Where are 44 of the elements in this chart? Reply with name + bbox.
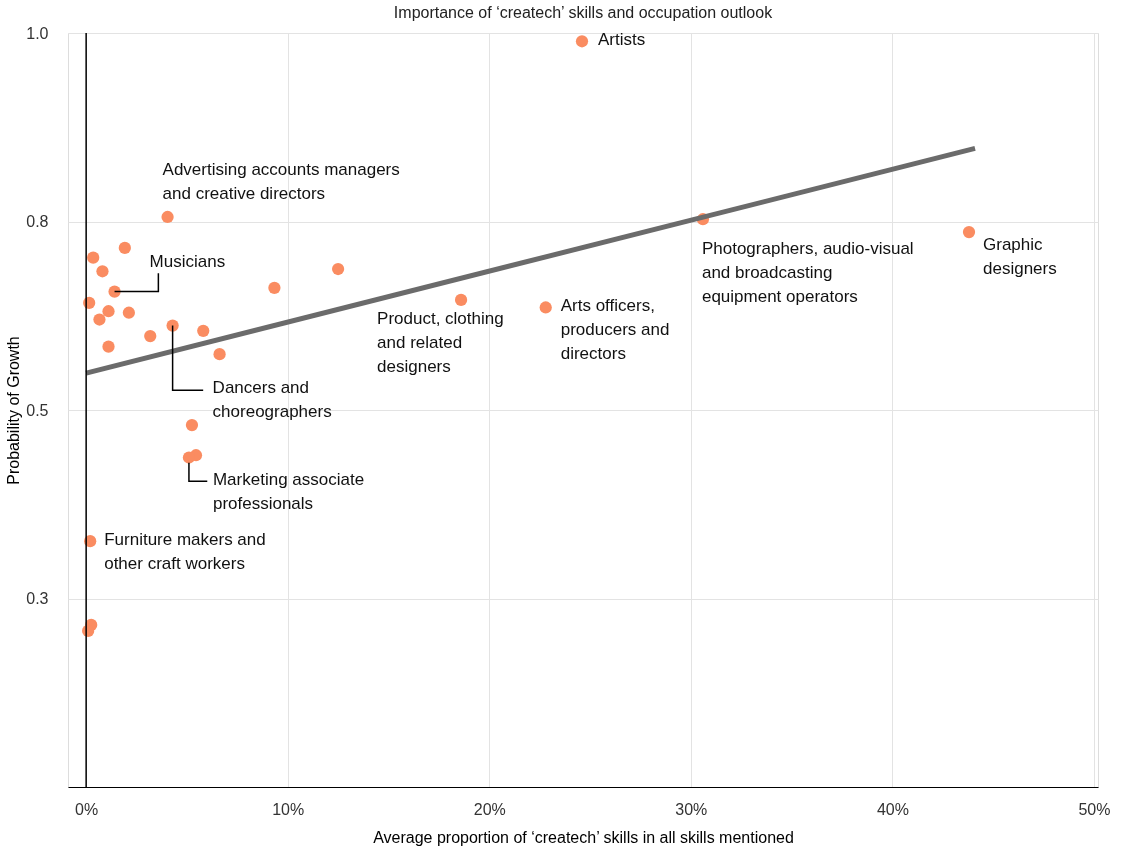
point xyxy=(185,418,199,432)
point xyxy=(144,330,157,343)
annotation: Musicians xyxy=(149,251,226,271)
point xyxy=(96,265,109,278)
point xyxy=(197,324,210,337)
annotation: Artists xyxy=(597,30,646,50)
point xyxy=(539,301,552,314)
point xyxy=(93,313,106,326)
x-tick-label: 20% xyxy=(473,800,506,818)
y-axis-title: Probability of Growth xyxy=(5,336,23,485)
point xyxy=(166,319,179,332)
annotation: Product, clothing and related designers xyxy=(377,308,504,376)
y-tick-label: 0.8 xyxy=(26,213,49,230)
annotation: Graphic designers xyxy=(983,235,1057,279)
point xyxy=(268,281,281,294)
y-tick-label: 1.0 xyxy=(26,24,49,42)
annotation: Advertising accounts managers and creative directors xyxy=(162,159,400,203)
annotation: Arts officers, producers and directors xyxy=(560,296,670,364)
point xyxy=(102,340,115,353)
point xyxy=(182,451,196,464)
point xyxy=(575,35,589,48)
annotation: Marketing associate professionals xyxy=(212,469,365,513)
point xyxy=(118,241,131,254)
point xyxy=(331,262,345,276)
point xyxy=(161,210,174,224)
x-tick-label: 30% xyxy=(675,800,708,818)
point xyxy=(108,285,121,298)
point xyxy=(213,348,226,361)
annotation: Dancers and choreographers xyxy=(212,377,332,421)
y-tick-label: 0.5 xyxy=(26,401,49,419)
point xyxy=(102,305,115,318)
point xyxy=(87,251,100,264)
point xyxy=(962,225,976,239)
y-tick-label: 0.3 xyxy=(26,590,49,607)
point xyxy=(454,293,468,307)
point xyxy=(122,306,135,319)
x-tick-label: 50% xyxy=(1078,800,1111,818)
x-tick-label: 40% xyxy=(876,800,909,818)
x-tick-label: 0% xyxy=(75,800,99,818)
annotation: Furniture makers and other craft workers xyxy=(104,530,266,574)
annotation: Photographers, audio-visual and broadcasting equipment operators xyxy=(701,239,914,307)
x-tick-label: 10% xyxy=(272,800,305,818)
chart-title: Importance of ‘createch’ skills and occupation outlook xyxy=(393,4,774,21)
x-axis-title: Average proportion of ‘createch’ skills in all skills mentioned xyxy=(373,828,794,846)
